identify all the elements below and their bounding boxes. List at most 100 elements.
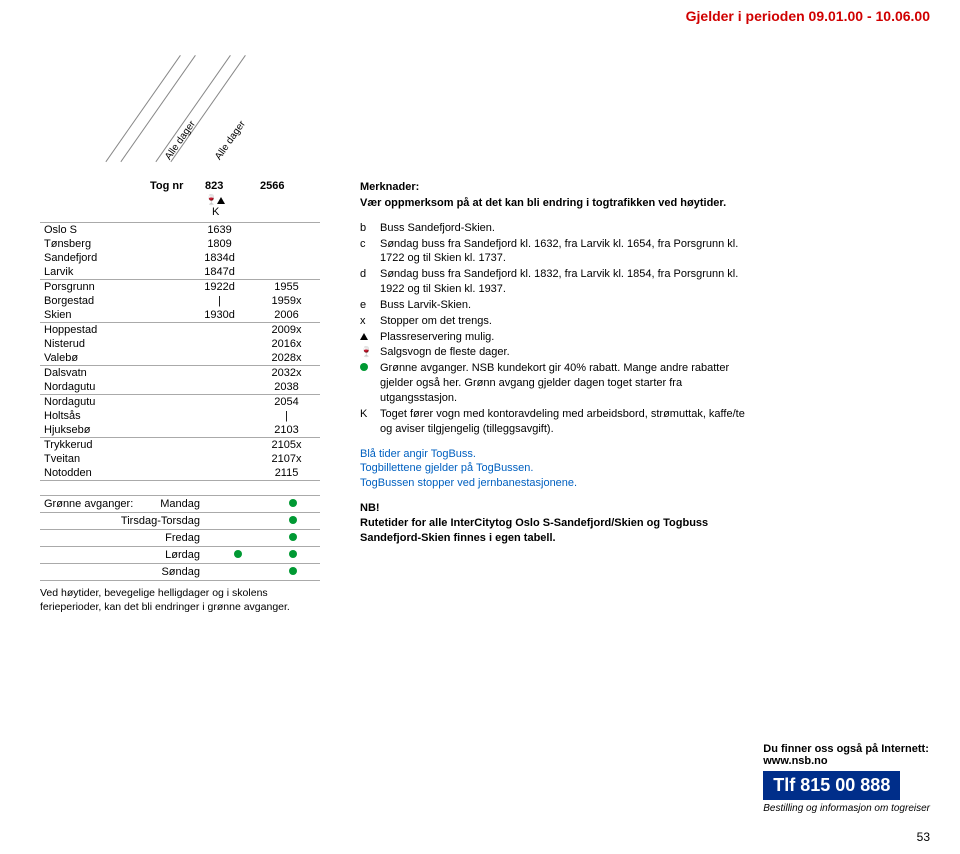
- green-dot-col2: [265, 513, 320, 530]
- note-row: cSøndag buss fra Sandefjord kl. 1632, fr…: [360, 237, 760, 267]
- station-name: Hoppestad: [40, 323, 186, 338]
- k-label: K: [212, 206, 219, 218]
- time-col1: [186, 423, 253, 438]
- green-dot-col2: [265, 547, 320, 564]
- note-text: Søndag buss fra Sandefjord kl. 1832, fra…: [380, 267, 760, 297]
- time-col2: [253, 265, 320, 280]
- time-col1: [186, 452, 253, 466]
- station-name: Hjuksebø: [40, 423, 186, 438]
- time-col1: 1809: [186, 237, 253, 251]
- time-col2: [253, 237, 320, 251]
- station-name: Nisterud: [40, 337, 186, 351]
- blue-line: TogBussen stopper ved jernbanestasjonene…: [360, 476, 760, 491]
- phone-box: Tlf 815 00 888: [763, 771, 900, 800]
- note-key: x: [360, 314, 380, 329]
- time-col1: [186, 337, 253, 351]
- note-text: Salgsvogn de fleste dager.: [380, 345, 760, 360]
- diagonal-labels: Alle dager Alle dager: [160, 55, 360, 175]
- time-col1: |: [186, 294, 253, 308]
- note-key: b: [360, 221, 380, 236]
- time-col2: 1955: [253, 280, 320, 295]
- phone-sub: Bestilling og informasjon om togreiser: [763, 803, 930, 814]
- glass-tri-icons: 🍷: [205, 194, 225, 206]
- station-name: Valebø: [40, 351, 186, 366]
- station-name: Nordagutu: [40, 380, 186, 395]
- blue-togbuss-info: Blå tider angir TogBuss.Togbillettene gj…: [360, 447, 760, 492]
- period-header: Gjelder i perioden 09.01.00 - 10.06.00: [686, 8, 930, 24]
- note-key: d: [360, 267, 380, 297]
- green-day: Fredag: [40, 530, 210, 547]
- time-col2: 1959x: [253, 294, 320, 308]
- note-key: K: [360, 407, 380, 437]
- green-dot-col2: [265, 530, 320, 547]
- time-col1: [186, 380, 253, 395]
- time-col1: [186, 351, 253, 366]
- note-text: Søndag buss fra Sandefjord kl. 1632, fra…: [380, 237, 760, 267]
- note-row: dSøndag buss fra Sandefjord kl. 1832, fr…: [360, 267, 760, 297]
- time-col1: 1922d: [186, 280, 253, 295]
- green-day: Tirsdag-Torsdag: [40, 513, 210, 530]
- time-col2: 2103: [253, 423, 320, 438]
- note-key: c: [360, 237, 380, 267]
- note-key: [360, 361, 380, 406]
- note-row: bBuss Sandefjord-Skien.: [360, 221, 760, 236]
- station-name: Sandefjord: [40, 251, 186, 265]
- time-col2: 2115: [253, 466, 320, 481]
- station-name: Dalsvatn: [40, 366, 186, 381]
- contact-block: Du finner oss også på Internett: www.nsb…: [763, 743, 930, 814]
- note-text: Stopper om det trengs.: [380, 314, 760, 329]
- time-col1: [186, 323, 253, 338]
- nb-block: NB! Rutetider for alle InterCitytog Oslo…: [360, 501, 760, 546]
- diag-label-2: Alle dager: [213, 119, 248, 162]
- time-col2: 2009x: [253, 323, 320, 338]
- green-dot-col1: [210, 564, 265, 581]
- blue-line: Blå tider angir TogBuss.: [360, 447, 760, 462]
- merknader-heading: Merknader:: [360, 180, 760, 195]
- notes-panel: Merknader: Vær oppmerksom på at det kan …: [360, 180, 760, 546]
- time-col2: 2006: [253, 308, 320, 323]
- blue-line: Togbillettene gjelder på TogBussen.: [360, 461, 760, 476]
- internet-line1: Du finner oss også på Internett:: [763, 743, 930, 755]
- note-key: 🍷: [360, 345, 380, 360]
- green-dot-col1: [210, 530, 265, 547]
- station-name: Notodden: [40, 466, 186, 481]
- green-dot-col2: [265, 564, 320, 581]
- green-day: Søndag: [40, 564, 210, 581]
- station-name: Holtsås: [40, 409, 186, 423]
- nb-text: Rutetider for alle InterCitytog Oslo S-S…: [360, 517, 708, 544]
- time-col2: |: [253, 409, 320, 423]
- note-row: Grønne avganger. NSB kundekort gir 40% r…: [360, 361, 760, 406]
- timetable: Oslo S1639Tønsberg1809Sandefjord1834dLar…: [40, 222, 320, 481]
- time-col1: 1639: [186, 223, 253, 238]
- col-823: 823: [205, 180, 223, 192]
- green-dot-col1: [210, 547, 265, 564]
- time-col1: [186, 409, 253, 423]
- time-col2: [253, 251, 320, 265]
- green-note: Ved høytider, bevegelige helligdager og …: [40, 587, 320, 614]
- time-col2: 2016x: [253, 337, 320, 351]
- station-name: Nordagutu: [40, 395, 186, 410]
- note-text: Buss Larvik-Skien.: [380, 298, 760, 313]
- note-key: e: [360, 298, 380, 313]
- note-text: Grønne avganger. NSB kundekort gir 40% r…: [380, 361, 760, 406]
- page-number: 53: [917, 830, 930, 844]
- time-col1: [186, 438, 253, 453]
- time-col2: 2028x: [253, 351, 320, 366]
- internet-line2: www.nsb.no: [763, 755, 930, 767]
- green-day: Lørdag: [40, 547, 210, 564]
- note-row: KToget fører vogn med kontoravdeling med…: [360, 407, 760, 437]
- green-departures-table: Grønne avganger:MandagTirsdag-TorsdagFre…: [40, 495, 320, 581]
- notes-list: bBuss Sandefjord-Skien.cSøndag buss fra …: [360, 221, 760, 437]
- note-row: 🍷Salgsvogn de fleste dager.: [360, 345, 760, 360]
- time-col1: 1847d: [186, 265, 253, 280]
- station-name: Borgestad: [40, 294, 186, 308]
- time-col2: 2105x: [253, 438, 320, 453]
- time-col1: 1834d: [186, 251, 253, 265]
- green-dot-col1: [210, 496, 265, 513]
- time-col2: [253, 223, 320, 238]
- green-day: Grønne avganger:Mandag: [40, 496, 210, 513]
- station-name: Skien: [40, 308, 186, 323]
- station-name: Tønsberg: [40, 237, 186, 251]
- time-col2: 2032x: [253, 366, 320, 381]
- time-col1: [186, 366, 253, 381]
